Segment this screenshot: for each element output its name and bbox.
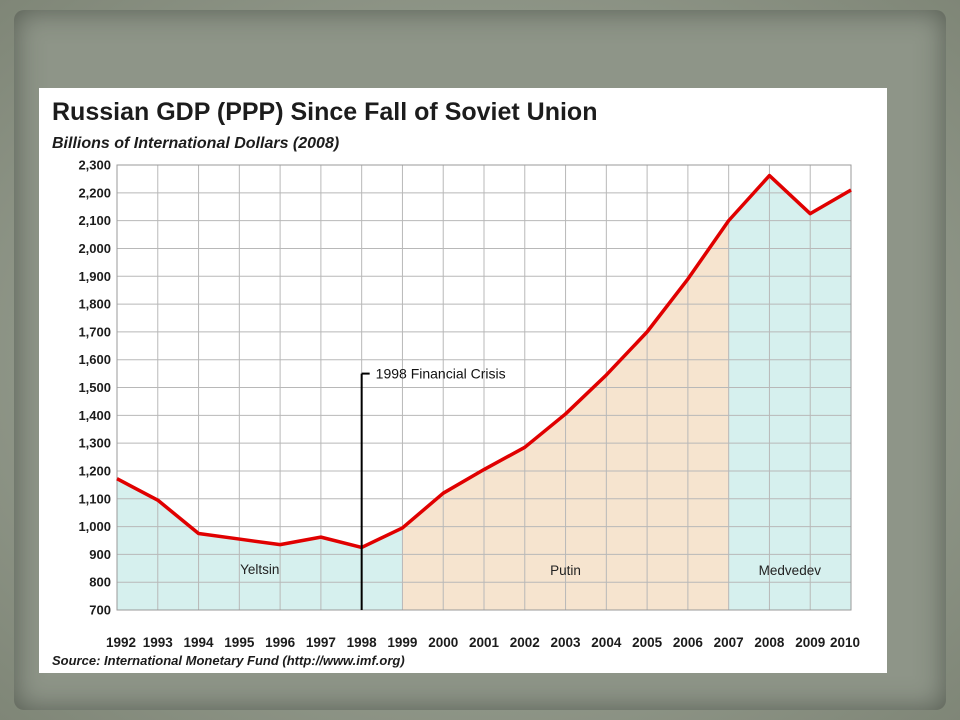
era-area-yeltsin bbox=[117, 478, 403, 610]
x-axis-ticks: 1992 1993 1994 1995 1996 1997 1998 1999 2000 2001… bbox=[106, 635, 860, 650]
x-tick-label: 1992 bbox=[106, 635, 136, 650]
chart-subtitle: Billions of International Dollars (2008) bbox=[52, 135, 339, 152]
y-tick-label: 2,200 bbox=[78, 185, 111, 200]
y-tick-label: 1,400 bbox=[78, 408, 111, 423]
x-tick-label: 2008 bbox=[754, 635, 785, 650]
y-tick-label: 1,200 bbox=[78, 463, 111, 478]
y-tick-label: 900 bbox=[89, 547, 111, 562]
y-axis-ticks: 700 800 900 1,000 1,100 1,200 1,300 1,400 1,500 1… bbox=[78, 158, 111, 618]
x-tick-label: 2004 bbox=[591, 635, 622, 650]
y-tick-label: 800 bbox=[89, 575, 111, 590]
y-tick-label: 700 bbox=[89, 603, 111, 618]
y-tick-label: 1,800 bbox=[78, 297, 111, 312]
annotation-layer: 1998 Financial Crisis bbox=[360, 366, 506, 610]
x-tick-label: 1999 bbox=[387, 635, 417, 650]
x-tick-label: 2007 bbox=[714, 635, 744, 650]
x-tick-label: 2010 bbox=[830, 635, 860, 650]
chart-title: Russian GDP (PPP) Since Fall of Soviet U… bbox=[52, 98, 597, 126]
era-area-medvedev bbox=[728, 175, 851, 610]
x-tick-label: 2006 bbox=[673, 635, 704, 650]
chart-panel: Yeltsin Putin Medvedev 1998 Financial Cris… bbox=[39, 88, 887, 673]
x-tick-label: 2001 bbox=[469, 635, 500, 650]
x-tick-label: 2002 bbox=[510, 635, 540, 650]
y-tick-label: 1,500 bbox=[78, 380, 111, 395]
y-tick-label: 2,100 bbox=[78, 213, 111, 228]
y-tick-label: 2,300 bbox=[78, 158, 111, 173]
y-tick-label: 1,100 bbox=[78, 491, 111, 506]
y-tick-label: 1,600 bbox=[78, 352, 111, 367]
chart-source: Source: International Monetary Fund (htt… bbox=[52, 653, 405, 668]
x-tick-label: 1997 bbox=[306, 635, 336, 650]
y-tick-label: 1,300 bbox=[78, 436, 111, 451]
x-tick-label: 2005 bbox=[632, 635, 663, 650]
x-tick-label: 1994 bbox=[184, 635, 215, 650]
y-tick-label: 1,000 bbox=[78, 519, 111, 534]
chart-grid: Yeltsin Putin Medvedev bbox=[116, 164, 852, 611]
y-tick-label: 1,700 bbox=[78, 324, 111, 339]
era-label-putin: Putin bbox=[550, 563, 581, 578]
x-tick-label: 2000 bbox=[428, 635, 458, 650]
y-tick-label: 2,000 bbox=[78, 241, 111, 256]
gdp-chart: Yeltsin Putin Medvedev 1998 Financial Cris… bbox=[52, 98, 860, 668]
y-tick-label: 1,900 bbox=[78, 269, 111, 284]
x-tick-label: 1993 bbox=[143, 635, 174, 650]
era-label-yeltsin: Yeltsin bbox=[240, 562, 279, 577]
crisis-annotation-label: 1998 Financial Crisis bbox=[376, 366, 506, 382]
plot-border bbox=[116, 164, 852, 611]
x-tick-label: 2003 bbox=[551, 635, 582, 650]
x-tick-label: 1998 bbox=[347, 635, 378, 650]
x-tick-label: 1996 bbox=[265, 635, 296, 650]
era-label-medvedev: Medvedev bbox=[759, 563, 822, 578]
x-tick-label: 2009 bbox=[795, 635, 825, 650]
x-tick-label: 1995 bbox=[224, 635, 255, 650]
